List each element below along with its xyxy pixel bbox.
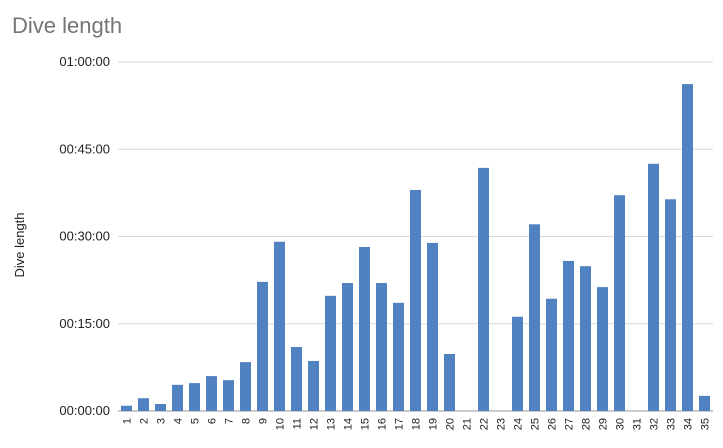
bar xyxy=(427,242,438,411)
x-tick-label: 25 xyxy=(530,418,542,430)
bar xyxy=(546,298,557,411)
bar xyxy=(172,384,183,411)
bar xyxy=(223,380,234,411)
x-tick-label: 30 xyxy=(615,418,627,430)
x-tick-label: 14 xyxy=(343,418,355,430)
x-tick-label: 29 xyxy=(598,418,610,430)
bar xyxy=(291,347,302,411)
x-tick-label: 9 xyxy=(258,418,270,424)
x-tick-label: 18 xyxy=(411,418,423,430)
y-tick-label: 01:00:00 xyxy=(59,54,110,69)
y-tick-label: 00:30:00 xyxy=(59,229,110,244)
x-tick-label: 19 xyxy=(428,418,440,430)
x-tick-label: 8 xyxy=(241,418,253,424)
bar xyxy=(325,295,336,411)
x-tick-label: 5 xyxy=(190,418,202,424)
bar xyxy=(699,395,710,411)
x-tick-label: 26 xyxy=(547,418,559,430)
x-tick-label: 34 xyxy=(683,418,695,430)
x-tick-label: 32 xyxy=(649,418,661,430)
x-tick-label: 33 xyxy=(666,418,678,430)
bar xyxy=(189,383,200,411)
bar xyxy=(478,167,489,411)
x-tick-label: 15 xyxy=(360,418,372,430)
y-tick-label: 00:00:00 xyxy=(59,403,110,418)
bar xyxy=(512,316,523,411)
bar xyxy=(580,266,591,411)
bar xyxy=(206,376,217,411)
x-tick-label: 24 xyxy=(513,418,525,430)
x-tick-label: 2 xyxy=(139,418,151,424)
bar xyxy=(444,353,455,411)
bar xyxy=(597,287,608,411)
bar xyxy=(257,281,268,411)
bar xyxy=(121,405,132,411)
x-tick-label: 20 xyxy=(445,418,457,430)
x-tick-label: 3 xyxy=(156,418,168,424)
bar xyxy=(410,189,421,411)
x-tick-label: 31 xyxy=(632,418,644,430)
x-tick-label: 27 xyxy=(564,418,576,430)
x-tick-label: 13 xyxy=(326,418,338,430)
y-tick-label: 00:15:00 xyxy=(59,316,110,331)
y-tick-label: 00:45:00 xyxy=(59,141,110,156)
x-tick-label: 28 xyxy=(581,418,593,430)
bar xyxy=(308,360,319,411)
x-tick-label: 35 xyxy=(700,418,712,430)
x-tick-label: 1 xyxy=(122,418,134,424)
x-tick-label: 17 xyxy=(394,418,406,430)
bar xyxy=(393,302,404,411)
bar xyxy=(274,241,285,411)
bar xyxy=(240,362,251,411)
bar xyxy=(682,84,693,411)
bar xyxy=(155,404,166,411)
x-tick-label: 23 xyxy=(496,418,508,430)
x-tick-label: 7 xyxy=(224,418,236,424)
bar xyxy=(342,283,353,411)
bar xyxy=(529,224,540,411)
y-axis-title: Dive length xyxy=(12,212,27,277)
bar xyxy=(614,195,625,411)
x-tick-label: 21 xyxy=(462,418,474,430)
bar xyxy=(359,246,370,411)
bar xyxy=(648,163,659,411)
bar xyxy=(376,283,387,411)
x-tick-label: 10 xyxy=(275,418,287,430)
x-tick-label: 6 xyxy=(207,418,219,424)
bar xyxy=(138,398,149,411)
x-tick-label: 12 xyxy=(309,418,321,430)
x-tick-label: 4 xyxy=(173,418,185,424)
chart-title: Dive length xyxy=(12,13,122,38)
x-tick-label: 16 xyxy=(377,418,389,430)
bar xyxy=(665,199,676,411)
x-tick-label: 22 xyxy=(479,418,491,430)
bar xyxy=(563,260,574,411)
x-tick-label: 11 xyxy=(292,418,304,429)
